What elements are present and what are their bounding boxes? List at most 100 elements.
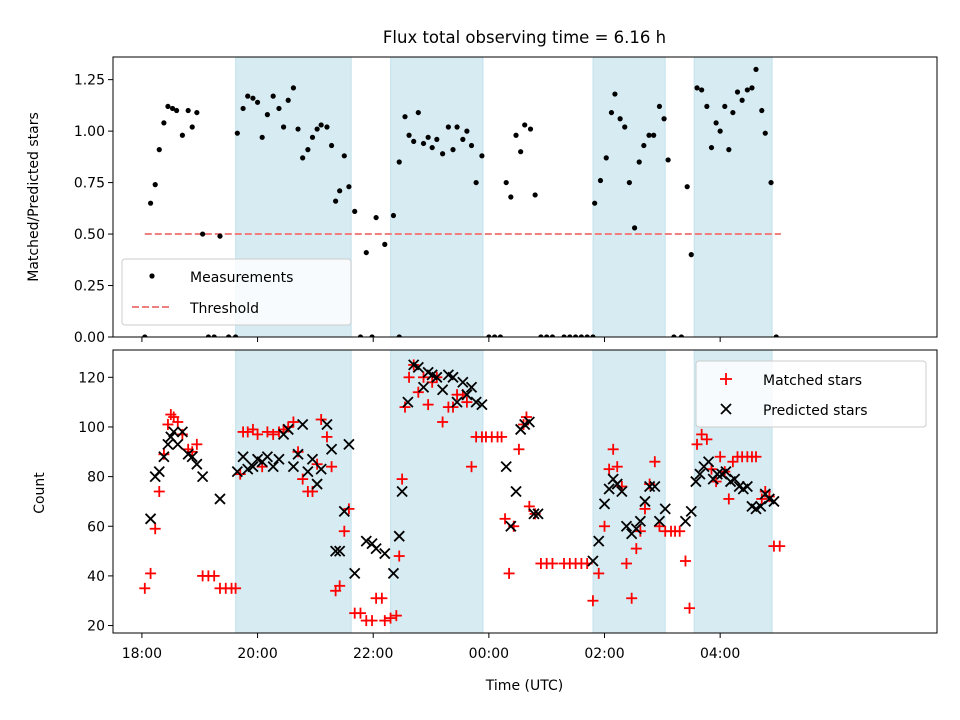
measurement-point [165, 103, 171, 110]
y-tick-label: 0.00 [74, 330, 105, 346]
measurement-point [473, 179, 479, 186]
matched-point [230, 582, 242, 594]
measurement-point [217, 233, 223, 239]
measurement-point [468, 142, 475, 149]
matched-point [587, 595, 599, 607]
matched-point [503, 567, 515, 579]
predicted-point [172, 438, 184, 450]
measurement-point [688, 252, 694, 258]
y-tick-label: 1.25 [74, 73, 105, 89]
measurement-point [768, 179, 774, 186]
predicted-point [237, 451, 249, 463]
matched-point [630, 543, 642, 555]
measurement-point [549, 334, 556, 337]
measurement-point [445, 124, 451, 130]
measurement-point [189, 124, 195, 130]
matched-point [639, 503, 651, 515]
matched-point [750, 451, 762, 463]
measurement-point [759, 107, 765, 114]
matched-point [496, 431, 508, 443]
measurement-point [479, 153, 485, 159]
matched-point [267, 428, 279, 440]
measurement-point [205, 334, 212, 337]
measurement-point [425, 134, 431, 140]
matched-point [607, 443, 619, 455]
measurement-point [245, 93, 251, 99]
predicted-point [379, 547, 391, 560]
y-tick-label: 0.25 [74, 279, 105, 295]
matched-point [499, 513, 511, 525]
measurement-point [357, 334, 364, 337]
measurement-point [318, 122, 324, 128]
series-layer [142, 66, 779, 337]
predicted-point [214, 493, 226, 505]
top-legend-box [121, 258, 352, 326]
predicted-point [685, 505, 697, 517]
matched-point [513, 443, 525, 455]
predicted-point [196, 470, 209, 483]
y-tick-label: 100 [78, 420, 105, 436]
legend-measurements-label: Measurements [190, 270, 293, 286]
predicted-point [532, 508, 544, 520]
predicted-point [273, 453, 285, 465]
measurement-point [346, 184, 352, 190]
matched-point [626, 592, 638, 604]
series-layer [139, 359, 786, 627]
legend-measurements-marker [149, 273, 155, 279]
matched-point [186, 446, 198, 458]
predicted-point [168, 426, 180, 438]
predicted-point [144, 513, 157, 525]
matched-point [674, 525, 686, 537]
chart-title: Flux total observing time = 6.16 h [383, 28, 666, 47]
measurement-point [411, 138, 417, 145]
legend-predicted-marker [720, 403, 732, 415]
x-axis-label: Time (UTC) [485, 678, 563, 694]
measurement-point [532, 192, 538, 198]
matched-point [723, 493, 735, 505]
measurement-point [730, 109, 736, 116]
y-tick-label: 0.75 [74, 176, 105, 192]
predicted-point [500, 461, 512, 473]
predicted-point [476, 398, 488, 411]
matched-point [412, 386, 424, 398]
measurement-point [295, 126, 301, 132]
measurement-point [152, 182, 158, 188]
measurement-point [678, 334, 685, 337]
measurement-point [646, 132, 652, 138]
matched-point [273, 426, 285, 438]
measurement-point [250, 95, 256, 101]
measurement-point [762, 130, 768, 136]
measurement-point [684, 184, 690, 190]
x-tick-label: 00:00 [469, 646, 509, 662]
measurement-point [518, 149, 524, 155]
measurement-point [415, 109, 421, 116]
predicted-point [431, 371, 443, 383]
matched-point [162, 418, 174, 430]
predicted-point [598, 498, 611, 510]
matched-point [599, 520, 611, 532]
predicted-point [659, 503, 671, 515]
measurement-point [527, 126, 534, 132]
matched-point [520, 411, 532, 423]
measurement-point [636, 159, 642, 165]
measurement-point [753, 66, 759, 72]
matched-point [247, 423, 259, 435]
measurement-point [464, 128, 470, 134]
measurement-point [671, 334, 677, 337]
predicted-point [461, 389, 473, 401]
measurement-point [373, 214, 379, 221]
bottom-y-axis-label: Count [32, 472, 48, 514]
matched-point [422, 399, 434, 411]
predicted-point [329, 545, 342, 557]
measurement-point [324, 124, 330, 130]
measurement-point [661, 116, 667, 122]
top-y-axis-label: Matched/Predicted stars [26, 112, 42, 282]
predicted-point [603, 483, 615, 495]
predicted-point [282, 423, 294, 436]
predicted-point [630, 523, 642, 535]
predicted-point [653, 515, 666, 527]
matched-point [149, 523, 161, 535]
matched-point [634, 525, 646, 537]
measurement-point [254, 99, 261, 105]
